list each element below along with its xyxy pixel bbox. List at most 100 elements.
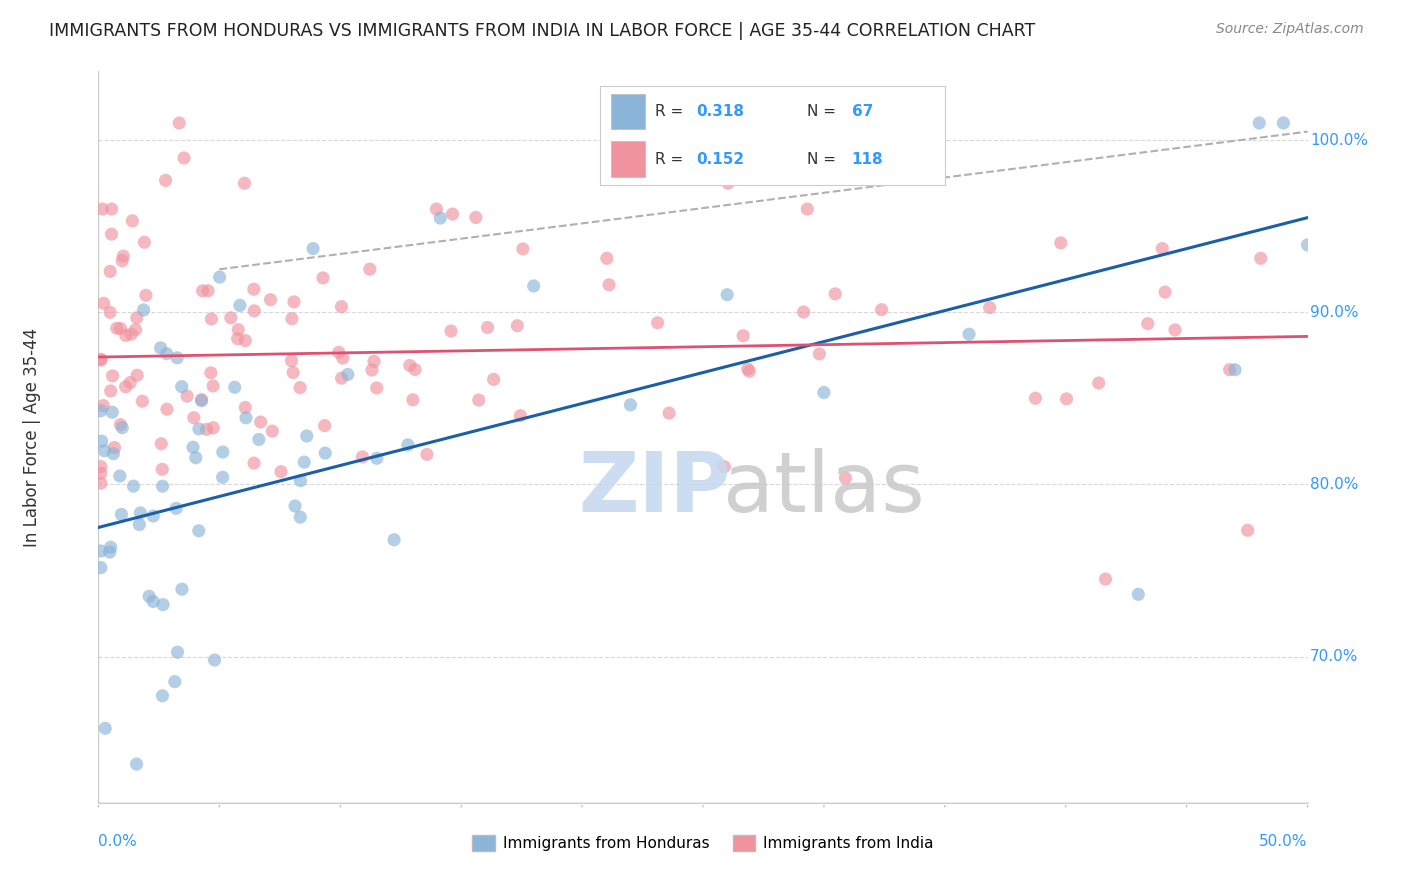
Point xyxy=(111,253,134,268)
Point xyxy=(103,441,125,455)
Point xyxy=(1154,285,1177,299)
Point xyxy=(717,176,740,190)
Point xyxy=(98,305,121,319)
Point xyxy=(112,249,135,263)
Point xyxy=(382,533,405,547)
Point xyxy=(181,440,204,454)
Point xyxy=(658,406,681,420)
Point xyxy=(233,176,256,190)
Point xyxy=(1296,238,1319,252)
Point xyxy=(1272,116,1295,130)
Point xyxy=(208,270,231,285)
Point xyxy=(1024,391,1046,405)
Point xyxy=(467,393,489,408)
Point xyxy=(477,320,499,334)
Point xyxy=(619,398,641,412)
Point xyxy=(105,321,128,335)
Point xyxy=(366,451,388,466)
Text: 0.0%: 0.0% xyxy=(98,834,138,849)
Point xyxy=(150,436,173,450)
Point xyxy=(101,405,124,419)
Point xyxy=(429,211,451,225)
Point xyxy=(330,371,353,385)
Point xyxy=(796,202,818,216)
Point xyxy=(103,447,125,461)
Point xyxy=(1236,524,1258,538)
Point xyxy=(1219,362,1241,376)
Point xyxy=(90,560,112,574)
Text: ZIP: ZIP xyxy=(578,448,731,529)
Point xyxy=(235,410,257,425)
Point xyxy=(187,524,209,538)
Text: 100.0%: 100.0% xyxy=(1310,133,1368,148)
Point xyxy=(281,366,304,380)
Point xyxy=(156,347,179,361)
Point xyxy=(1250,252,1272,266)
Point xyxy=(173,151,195,165)
Point xyxy=(211,445,233,459)
Point xyxy=(138,589,160,603)
Point xyxy=(170,582,193,597)
Point xyxy=(249,415,271,429)
Point xyxy=(121,214,143,228)
Point xyxy=(142,594,165,608)
Point xyxy=(124,323,146,337)
Point xyxy=(93,296,115,310)
Point xyxy=(302,242,325,256)
Point xyxy=(813,385,835,400)
Point xyxy=(1128,587,1150,601)
Point xyxy=(128,517,150,532)
Point xyxy=(738,364,761,378)
Point xyxy=(288,381,311,395)
Point xyxy=(187,422,209,436)
Point xyxy=(166,645,188,659)
Point xyxy=(150,462,173,476)
Point xyxy=(793,305,815,319)
Point xyxy=(114,380,136,394)
Point xyxy=(90,459,112,474)
Point xyxy=(163,674,186,689)
Point xyxy=(90,467,112,481)
Point xyxy=(328,345,350,359)
Point xyxy=(204,653,226,667)
Point xyxy=(1152,242,1174,256)
Point xyxy=(195,422,218,436)
Point xyxy=(506,318,529,333)
Point xyxy=(396,438,419,452)
Point xyxy=(647,316,669,330)
Point xyxy=(94,721,117,735)
Point xyxy=(330,300,353,314)
Point xyxy=(361,363,384,377)
Point xyxy=(111,420,134,434)
Point xyxy=(440,324,463,338)
Point xyxy=(90,353,112,368)
Point xyxy=(156,402,179,417)
Point xyxy=(91,399,114,413)
Point xyxy=(98,545,121,559)
Point xyxy=(416,447,439,461)
Point xyxy=(114,328,136,343)
Legend: Immigrants from Honduras, Immigrants from India: Immigrants from Honduras, Immigrants fro… xyxy=(467,830,939,857)
Point xyxy=(598,277,620,292)
Text: 70.0%: 70.0% xyxy=(1310,649,1358,664)
Point xyxy=(167,116,190,130)
Point xyxy=(441,207,464,221)
Point xyxy=(202,421,225,435)
Point xyxy=(190,393,212,408)
Point xyxy=(90,544,112,558)
Point xyxy=(1094,572,1116,586)
Point xyxy=(523,279,546,293)
Point xyxy=(363,354,385,368)
Point xyxy=(224,380,246,394)
Point xyxy=(110,321,132,335)
Point xyxy=(132,302,155,317)
Point xyxy=(184,450,207,465)
Point xyxy=(226,323,249,337)
Point xyxy=(93,443,115,458)
Point xyxy=(131,394,153,409)
Point xyxy=(90,404,112,418)
Point xyxy=(737,362,759,376)
Point xyxy=(733,328,755,343)
Point xyxy=(152,479,174,493)
Point xyxy=(170,379,193,393)
